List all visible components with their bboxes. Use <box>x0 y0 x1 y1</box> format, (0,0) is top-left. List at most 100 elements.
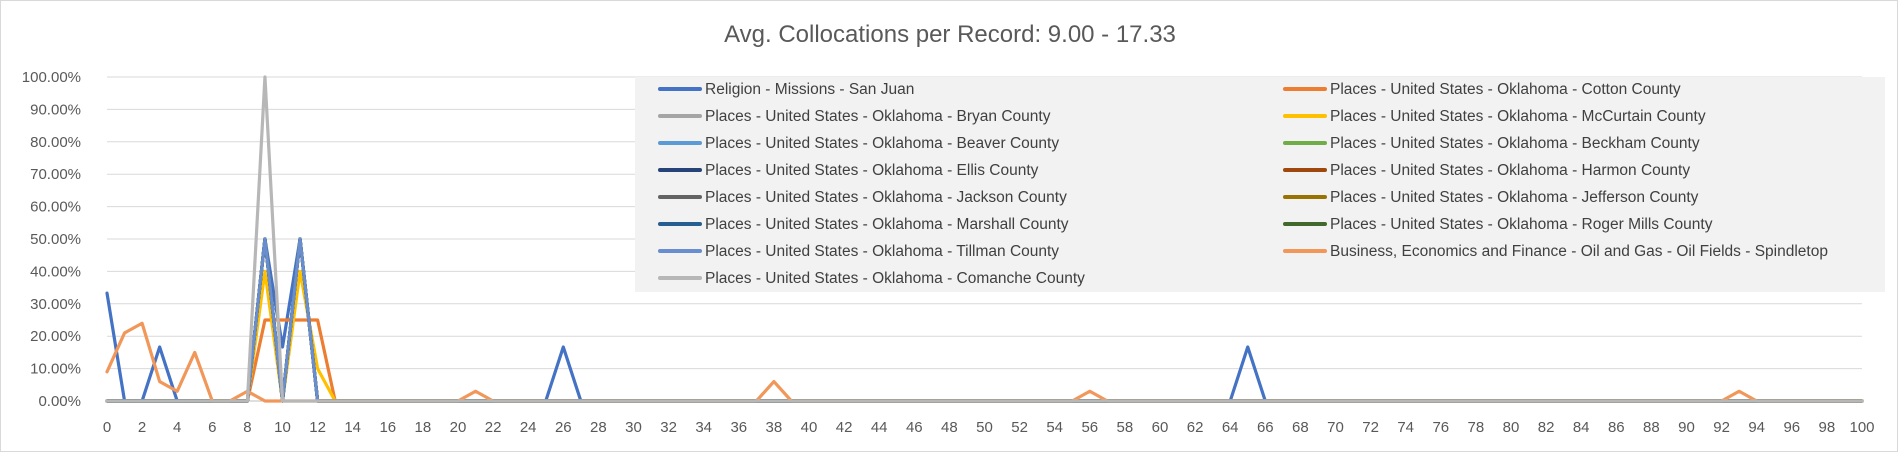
legend-item: Places - United States - Oklahoma - Roge… <box>1283 216 1713 233</box>
legend-item: Places - United States - Oklahoma - Beav… <box>658 135 1059 152</box>
x-tick-label: 92 <box>1713 419 1730 436</box>
legend-label: Places - United States - Oklahoma - Till… <box>705 243 1059 260</box>
x-tick-label: 14 <box>344 419 361 436</box>
y-tick-label: 30.00% <box>30 296 81 313</box>
legend-label: Religion - Missions - San Juan <box>705 81 914 98</box>
legend-label: Places - United States - Oklahoma - Beck… <box>1330 135 1700 152</box>
chart-title: Avg. Collocations per Record: 9.00 - 17.… <box>724 21 1176 48</box>
y-tick-label: 0.00% <box>38 393 81 410</box>
x-tick-label: 24 <box>520 419 537 436</box>
legend-item: Places - United States - Oklahoma - Beck… <box>1283 135 1700 152</box>
x-tick-label: 66 <box>1257 419 1274 436</box>
x-tick-label: 56 <box>1081 419 1098 436</box>
y-tick-label: 90.00% <box>30 101 81 118</box>
legend-label: Places - United States - Oklahoma - Jeff… <box>1330 189 1699 206</box>
x-tick-label: 2 <box>138 419 146 436</box>
x-tick-label: 96 <box>1783 419 1800 436</box>
y-tick-label: 50.00% <box>30 231 81 248</box>
legend-label: Places - United States - Oklahoma - McCu… <box>1330 108 1706 125</box>
legend-label: Places - United States - Oklahoma - Elli… <box>705 162 1039 179</box>
y-tick-label: 40.00% <box>30 263 81 280</box>
x-tick-label: 12 <box>309 419 326 436</box>
x-tick-label: 74 <box>1397 419 1414 436</box>
x-tick-label: 98 <box>1819 419 1836 436</box>
legend-item: Places - United States - Oklahoma - Elli… <box>658 162 1039 179</box>
x-tick-label: 52 <box>1011 419 1028 436</box>
x-tick-label: 80 <box>1503 419 1520 436</box>
x-tick-label: 88 <box>1643 419 1660 436</box>
x-tick-label: 16 <box>379 419 396 436</box>
x-tick-label: 8 <box>243 419 251 436</box>
legend-box <box>635 77 1885 292</box>
x-tick-label: 44 <box>871 419 888 436</box>
x-tick-label: 64 <box>1222 419 1239 436</box>
x-tick-label: 0 <box>103 419 111 436</box>
legend-label: Places - United States - Oklahoma - Brya… <box>705 108 1051 125</box>
x-tick-label: 82 <box>1538 419 1555 436</box>
x-tick-label: 10 <box>274 419 291 436</box>
legend: Religion - Missions - San Juan Places - U… <box>658 81 1828 287</box>
x-tick-label: 70 <box>1327 419 1344 436</box>
x-tick-label: 6 <box>208 419 216 436</box>
x-tick-label: 20 <box>450 419 467 436</box>
x-tick-label: 38 <box>766 419 783 436</box>
x-tick-label: 58 <box>1117 419 1134 436</box>
x-tick-label: 78 <box>1468 419 1485 436</box>
x-axis-tick-labels: 0 2 4 6 8 10 12 14 16 18 20 22 24 26 28 30 32 34 36 38 40 42 4… <box>103 419 1875 436</box>
x-tick-label: 40 <box>801 419 818 436</box>
legend-label: Places - United States - Oklahoma - Jack… <box>705 189 1067 206</box>
x-tick-label: 68 <box>1292 419 1309 436</box>
legend-label: Places - United States - Oklahoma - Cott… <box>1330 81 1681 98</box>
legend-item: Places - United States - Oklahoma - Cott… <box>1283 81 1681 98</box>
legend-item: Places - United States - Oklahoma - Jeff… <box>1283 189 1699 206</box>
x-tick-label: 36 <box>730 419 747 436</box>
y-tick-label: 70.00% <box>30 166 81 183</box>
x-tick-label: 34 <box>695 419 712 436</box>
y-tick-label: 80.00% <box>30 134 81 151</box>
legend-item: Places - United States - Oklahoma - Till… <box>658 243 1059 260</box>
legend-item: Places - United States - Oklahoma - Brya… <box>658 108 1051 125</box>
legend-label: Places - United States - Oklahoma - Harm… <box>1330 162 1690 179</box>
legend-item: Places - United States - Oklahoma - Mars… <box>658 216 1069 233</box>
legend-label: Places - United States - Oklahoma - Mars… <box>705 216 1069 233</box>
x-tick-label: 84 <box>1573 419 1590 436</box>
x-tick-label: 54 <box>1046 419 1063 436</box>
x-tick-label: 100 <box>1849 419 1874 436</box>
x-tick-label: 62 <box>1187 419 1204 436</box>
legend-item: Places - United States - Oklahoma - McCu… <box>1283 108 1706 125</box>
series-line-14 <box>105 75 1864 403</box>
legend-label: Places - United States - Oklahoma - Roge… <box>1330 216 1713 233</box>
legend-item: Religion - Missions - San Juan <box>658 81 914 98</box>
legend-item: Places - United States - Oklahoma - Harm… <box>1283 162 1690 179</box>
x-tick-label: 72 <box>1362 419 1379 436</box>
legend-label: Business, Economics and Finance - Oil an… <box>1330 243 1828 260</box>
y-tick-label: 60.00% <box>30 199 81 216</box>
legend-item: Places - United States - Oklahoma - Coma… <box>658 270 1085 287</box>
x-tick-label: 90 <box>1678 419 1695 436</box>
legend-item: Places - United States - Oklahoma - Jack… <box>658 189 1067 206</box>
y-tick-label: 20.00% <box>30 328 81 345</box>
legend-label: Places - United States - Oklahoma - Coma… <box>705 270 1085 287</box>
x-tick-label: 46 <box>906 419 923 436</box>
x-tick-label: 42 <box>836 419 853 436</box>
x-tick-label: 4 <box>173 419 181 436</box>
y-tick-label: 10.00% <box>30 361 81 378</box>
x-tick-label: 76 <box>1432 419 1449 436</box>
y-axis-tick-labels: 0.00% 10.00% 20.00% 30.00% 40.00% 50.00% 60.00… <box>22 69 81 410</box>
x-tick-label: 30 <box>625 419 642 436</box>
y-tick-label: 100.00% <box>22 69 81 86</box>
x-tick-label: 28 <box>590 419 607 436</box>
x-tick-label: 32 <box>660 419 677 436</box>
x-tick-label: 50 <box>976 419 993 436</box>
x-tick-label: 22 <box>485 419 502 436</box>
x-tick-label: 26 <box>555 419 572 436</box>
x-tick-label: 94 <box>1748 419 1765 436</box>
legend-item: Business, Economics and Finance - Oil an… <box>1283 243 1828 260</box>
x-tick-label: 86 <box>1608 419 1625 436</box>
series-line-1 <box>105 318 1864 403</box>
x-tick-label: 48 <box>941 419 958 436</box>
legend-label: Places - United States - Oklahoma - Beav… <box>705 135 1059 152</box>
series-lines <box>105 75 1864 403</box>
series-line-13 <box>105 321 1864 403</box>
